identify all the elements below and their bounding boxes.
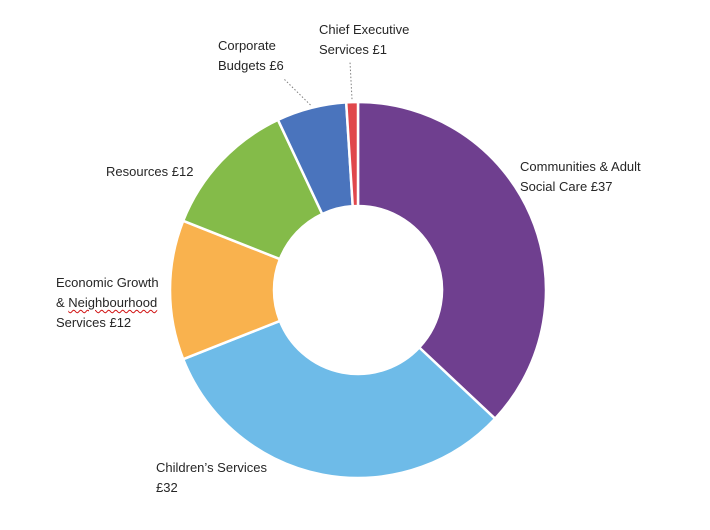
spellcheck-underline: Neighbourhood bbox=[68, 295, 158, 310]
leader-line-corporate bbox=[282, 77, 311, 106]
slice-chief bbox=[344, 100, 360, 208]
label-resources: Resources £12 bbox=[106, 164, 194, 179]
label-economic-growth-neighbourhood: Economic Growth & Neighbourhood Services… bbox=[56, 275, 159, 330]
slice-communities bbox=[356, 100, 548, 420]
label-communities-adult-social-care: Communities & Adult Social Care £37 bbox=[520, 159, 641, 194]
label-childrens-services: Children’s Services £32 bbox=[156, 460, 268, 495]
leader-line-chief bbox=[349, 61, 353, 100]
label-chief-executive-services: Chief Executive Services £1 bbox=[319, 22, 410, 57]
slice-childrens bbox=[181, 319, 497, 480]
label-corporate-budgets: Corporate Budgets £6 bbox=[218, 38, 284, 73]
